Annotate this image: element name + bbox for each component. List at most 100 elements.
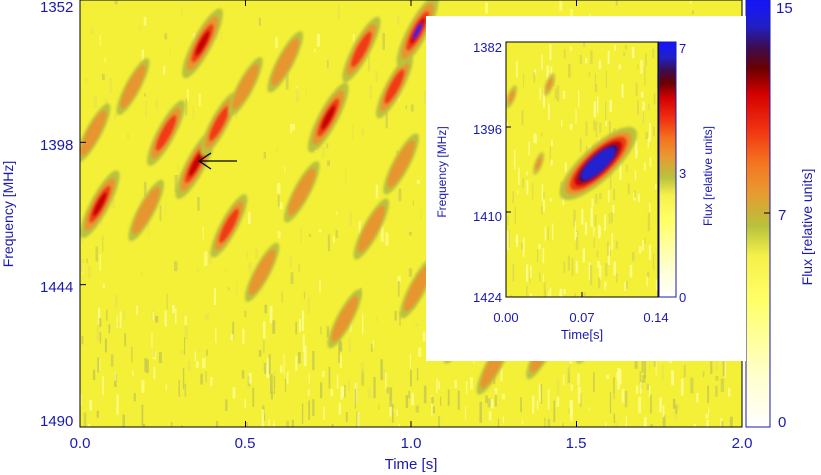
inset-background-streak (634, 189, 636, 198)
inset-background-streak (561, 119, 563, 128)
background-streak (556, 379, 560, 395)
background-streak (284, 378, 287, 392)
background-streak (202, 226, 204, 241)
background-streak (705, 413, 709, 419)
burst-mark (413, 23, 423, 39)
inset-x-axis-label: Time[s] (561, 327, 603, 342)
background-streak (327, 160, 331, 167)
background-streak (270, 390, 273, 400)
background-streak (378, 404, 380, 410)
inset-background-streak (640, 59, 643, 74)
inset-background-streak (636, 149, 638, 156)
background-streak (389, 400, 392, 417)
background-streak (661, 364, 664, 381)
background-streak (184, 383, 187, 397)
background-streak (361, 129, 365, 136)
inset-background-streak (647, 212, 651, 232)
inset-background-streak (516, 61, 518, 78)
inset-background-streak (549, 287, 552, 297)
inset-background-streak (552, 223, 554, 241)
inset-background-streak (533, 133, 536, 143)
background-streak (465, 406, 467, 420)
background-streak (308, 374, 310, 384)
main-y-tick-label: 1490 (40, 413, 73, 430)
background-streak (431, 397, 434, 404)
burst-mark (248, 249, 276, 296)
background-streak (263, 321, 266, 339)
background-streak (319, 279, 321, 293)
background-streak (272, 424, 274, 427)
inset-background-streak (506, 121, 509, 128)
background-streak (556, 396, 560, 407)
background-streak (323, 406, 325, 420)
background-streak (114, 294, 118, 308)
inset-background-streak (653, 126, 655, 137)
background-streak (114, 372, 116, 381)
inset-background-streak (591, 198, 594, 208)
background-streak (264, 362, 267, 374)
background-streak (398, 424, 401, 427)
inset-background-streak (533, 72, 536, 83)
background-streak (113, 114, 117, 120)
background-streak (290, 272, 294, 285)
background-streak (286, 420, 289, 427)
background-streak (339, 355, 342, 368)
background-streak (289, 256, 292, 268)
inset-background-streak (526, 285, 528, 297)
inset-colorbar-tick-label: 0 (679, 290, 686, 305)
inset-background-streak (530, 265, 532, 279)
background-streak (410, 104, 414, 112)
background-streak (639, 371, 642, 384)
background-streak (431, 405, 433, 416)
background-streak (568, 407, 571, 415)
background-streak (87, 424, 91, 427)
inset-background-streak (607, 190, 610, 203)
inset-background-streak (546, 65, 549, 80)
background-streak (614, 421, 618, 427)
inset-background-streak (593, 101, 597, 118)
inset-background-streak (598, 60, 602, 69)
background-streak (405, 395, 409, 408)
burst-mark (132, 186, 161, 235)
background-streak (580, 393, 582, 408)
background-streak (485, 395, 488, 404)
inset-background-streak (543, 282, 546, 295)
inset-background-streak (594, 73, 597, 88)
background-streak (98, 358, 101, 372)
background-streak (715, 359, 718, 372)
background-streak (613, 377, 615, 394)
background-streak (621, 388, 625, 403)
background-streak (361, 369, 365, 386)
main-x-axis-label: Time [s] (385, 456, 438, 473)
background-streak (169, 49, 171, 57)
background-streak (559, 0, 563, 11)
background-streak (241, 370, 245, 379)
main-colorbar-label: Flux [relative units] (799, 169, 815, 286)
inset-background-streak (596, 295, 599, 297)
background-streak (198, 93, 201, 107)
inset-background-streak (607, 245, 610, 265)
background-streak (373, 376, 376, 399)
background-streak (184, 315, 187, 325)
background-streak (166, 293, 168, 310)
inset-background-streak (590, 50, 593, 65)
background-streak (354, 382, 358, 403)
inset-background-streak (574, 220, 577, 241)
background-streak (297, 351, 301, 364)
main-x-tick-label: 2.0 (732, 435, 753, 452)
inset-background-streak (647, 137, 650, 149)
background-streak (80, 393, 82, 407)
background-streak (320, 326, 322, 335)
background-streak (408, 268, 413, 277)
background-streak (90, 26, 94, 35)
inset-background-streak (573, 209, 576, 227)
inset-background-streak (621, 83, 624, 98)
background-streak (273, 376, 275, 395)
background-streak (318, 229, 322, 233)
background-streak (385, 372, 387, 389)
background-streak (114, 0, 118, 5)
background-streak (336, 375, 339, 389)
inset-background-streak (637, 100, 639, 115)
inset-background-streak (613, 261, 617, 276)
background-streak (279, 365, 283, 373)
